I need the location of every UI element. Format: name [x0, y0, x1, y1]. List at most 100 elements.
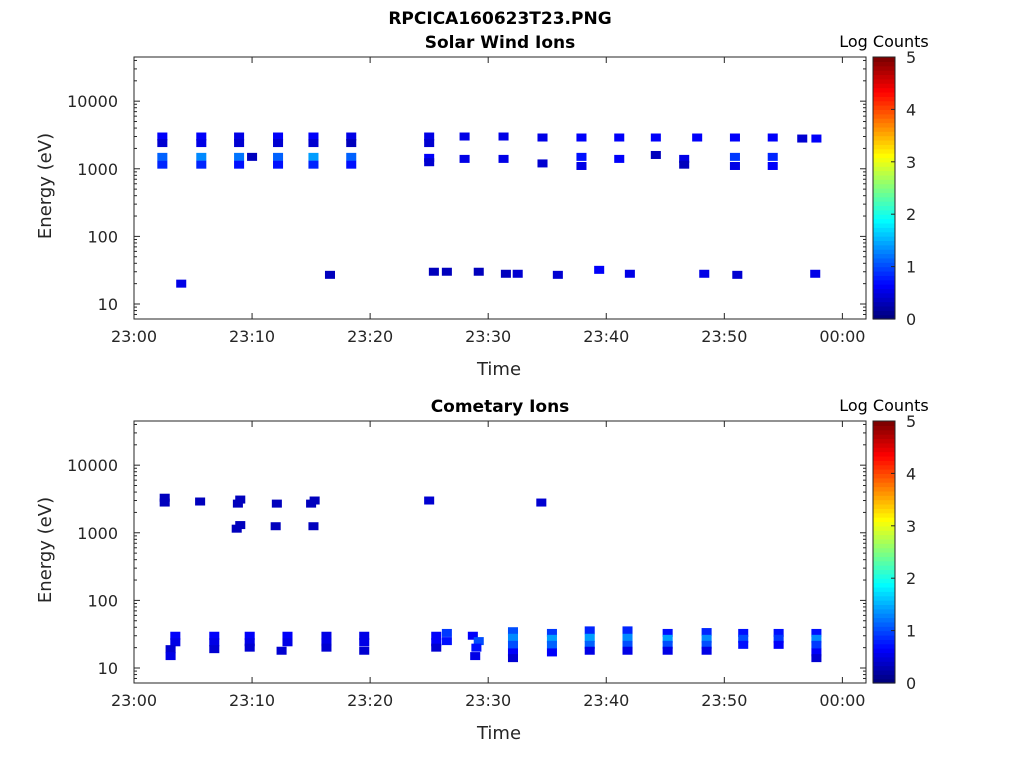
colorbar-title: Log Counts — [839, 396, 929, 415]
colorbar-step — [873, 218, 895, 224]
heatmap-cell — [797, 134, 808, 143]
colorbar-step — [873, 65, 895, 71]
x-tick-label: 23:40 — [583, 327, 629, 346]
heatmap-cell — [157, 139, 168, 148]
colorbar-step — [873, 578, 895, 584]
heatmap-cell — [308, 160, 319, 169]
heatmap-cell — [662, 646, 673, 655]
colorbar-step — [873, 113, 895, 119]
colorbar-step — [873, 661, 895, 667]
colorbar-step — [873, 174, 895, 180]
colorbar-step — [873, 429, 895, 435]
heatmap-cell — [662, 634, 673, 643]
heatmap-cell — [512, 269, 523, 278]
colorbar-tick-label: 4 — [906, 100, 916, 119]
heatmap-cell — [176, 279, 187, 288]
colorbar-step — [873, 630, 895, 636]
colorbar-step — [873, 621, 895, 627]
heatmap-cell — [584, 633, 595, 642]
heatmap-cell — [321, 643, 332, 652]
colorbar-step — [873, 530, 895, 536]
heatmap-cell — [441, 637, 452, 646]
colorbar-step — [873, 100, 895, 106]
heatmap-cell — [273, 152, 284, 161]
heatmap-cell — [622, 626, 633, 635]
heatmap-cell — [247, 152, 258, 161]
x-tick-label: 23:20 — [347, 691, 393, 710]
heatmap-cell — [507, 627, 519, 636]
colorbar-step — [873, 201, 895, 207]
colorbar-step — [873, 161, 895, 167]
heatmap-cell — [679, 160, 690, 169]
x-axis-label: Time — [476, 359, 521, 380]
colorbar-step — [873, 57, 895, 62]
colorbar-step — [873, 253, 895, 259]
heatmap-cell — [473, 637, 484, 646]
heatmap-cell — [308, 139, 319, 148]
panel-title: Solar Wind Ions — [425, 33, 576, 53]
heatmap-cell — [507, 648, 519, 657]
heatmap-cell — [662, 640, 673, 649]
colorbar-step — [873, 297, 895, 303]
colorbar-step — [873, 166, 895, 172]
heatmap-cell — [811, 634, 822, 643]
heatmap-cell — [584, 640, 595, 649]
heatmap-cell — [309, 496, 320, 505]
heatmap-cell — [507, 654, 519, 663]
heatmap-cell — [701, 634, 712, 643]
heatmap-cell — [359, 631, 370, 640]
heatmap-cell — [232, 499, 243, 508]
heatmap-cell — [811, 648, 822, 657]
colorbar-step — [873, 608, 895, 614]
colorbar-step — [873, 451, 895, 457]
heatmap-cell — [546, 634, 557, 643]
colorbar-step — [873, 573, 895, 579]
colorbar-step — [873, 78, 895, 84]
heatmap-cell — [346, 132, 357, 141]
y-axis-label: Energy (eV) — [35, 133, 56, 239]
colorbar-tick-label: 3 — [906, 153, 916, 172]
colorbar-step — [873, 275, 895, 281]
colorbar-step — [873, 157, 895, 163]
heatmap-cell — [614, 154, 625, 163]
colorbar-step — [873, 617, 895, 623]
colorbar-step — [873, 122, 895, 128]
heatmap-cell — [157, 132, 168, 141]
heatmap-cell — [270, 522, 281, 531]
heatmap-cell — [584, 646, 595, 655]
colorbar-step — [873, 144, 895, 150]
colorbar-step — [873, 613, 895, 619]
colorbar-step — [873, 183, 895, 189]
heatmap-cell — [428, 267, 439, 276]
heatmap-cell — [308, 132, 319, 141]
colorbar-step — [873, 96, 895, 102]
colorbar-step — [873, 648, 895, 654]
heatmap-cell — [276, 646, 287, 655]
colorbar-step — [873, 135, 895, 141]
heatmap-cell — [234, 152, 245, 161]
x-axis-label: Time — [476, 723, 521, 744]
colorbar-step — [873, 91, 895, 97]
heatmap-cell — [773, 640, 784, 649]
colorbar-step — [873, 582, 895, 588]
heatmap-cell — [679, 154, 690, 163]
heatmap-cell — [431, 638, 442, 647]
colorbar-step — [873, 595, 895, 601]
colorbar-step — [873, 231, 895, 237]
colorbar-step — [873, 652, 895, 658]
heatmap-cell — [471, 643, 482, 652]
heatmap-cell — [732, 270, 743, 279]
colorbar-step — [873, 109, 895, 115]
heatmap-cell — [650, 150, 661, 159]
colorbar-step — [873, 569, 895, 575]
colorbar-step — [873, 179, 895, 185]
colorbar-step — [873, 586, 895, 592]
heatmap-cell — [282, 638, 293, 647]
colorbar-step — [873, 482, 895, 488]
colorbar-step — [873, 196, 895, 202]
heatmap-cell — [346, 152, 357, 161]
heatmap-cell — [584, 626, 595, 635]
colorbar-step — [873, 604, 895, 610]
heatmap-cell — [614, 133, 625, 142]
